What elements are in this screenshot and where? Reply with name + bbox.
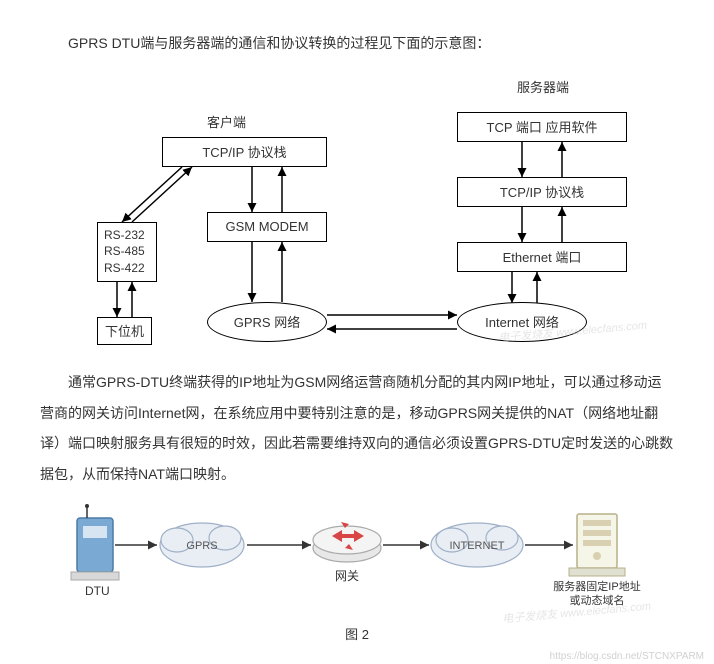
rs-line-0: RS-232 — [104, 227, 145, 244]
server-title: 服务器端 — [517, 77, 569, 96]
node-gprs-net: GPRS 网络 — [207, 302, 327, 342]
node-tcpip-left: TCP/IP 协议栈 — [162, 137, 327, 167]
server-label-1: 服务器固定IP地址 — [553, 579, 640, 593]
gateway-icon — [313, 522, 381, 562]
node-ethernet: Ethernet 端口 — [457, 242, 627, 272]
node-tcp-app: TCP 端口 应用软件 — [457, 112, 627, 142]
server-icon — [569, 514, 625, 576]
node-gsm-modem: GSM MODEM — [207, 212, 327, 242]
watermark-csdn: https://blog.csdn.net/STCNXPARM — [550, 651, 704, 662]
gateway-label: 网关 — [335, 569, 359, 583]
node-rs-box: RS-232 RS-485 RS-422 — [97, 222, 157, 282]
server-label-2: 或动态域名 — [570, 593, 625, 607]
body-text: 通常GPRS-DTU终端获得的IP地址为GSM网络运营商随机分配的其内网IP地址… — [40, 367, 674, 490]
node-internet: Internet 网络 — [457, 302, 587, 342]
dtu-label: DTU — [85, 584, 110, 598]
client-title: 客户端 — [207, 112, 246, 131]
diagram-2-svg: DTU GPRS 网关 INTERNET 服务器固定IP地址 或动态域名 — [57, 500, 657, 620]
intro-text: GPRS DTU端与服务器端的通信和协议转换的过程见下面的示意图： — [40, 28, 674, 59]
rs-line-1: RS-485 — [104, 243, 145, 260]
dtu-icon — [71, 504, 119, 580]
figure-caption: 图 2 — [40, 624, 674, 643]
diagram-2: DTU GPRS 网关 INTERNET 服务器固定IP地址 或动态域名 电子发… — [57, 500, 657, 620]
node-tcpip-right: TCP/IP 协议栈 — [457, 177, 627, 207]
diagram-1: 客户端 服务器端 TCP/IP 协议栈 GSM MODEM RS-232 RS-… — [57, 67, 657, 357]
rs-line-2: RS-422 — [104, 260, 145, 277]
node-lower-machine: 下位机 — [97, 317, 152, 345]
gprs-cloud-label: GPRS — [186, 540, 217, 552]
internet-cloud-label: INTERNET — [450, 540, 505, 552]
